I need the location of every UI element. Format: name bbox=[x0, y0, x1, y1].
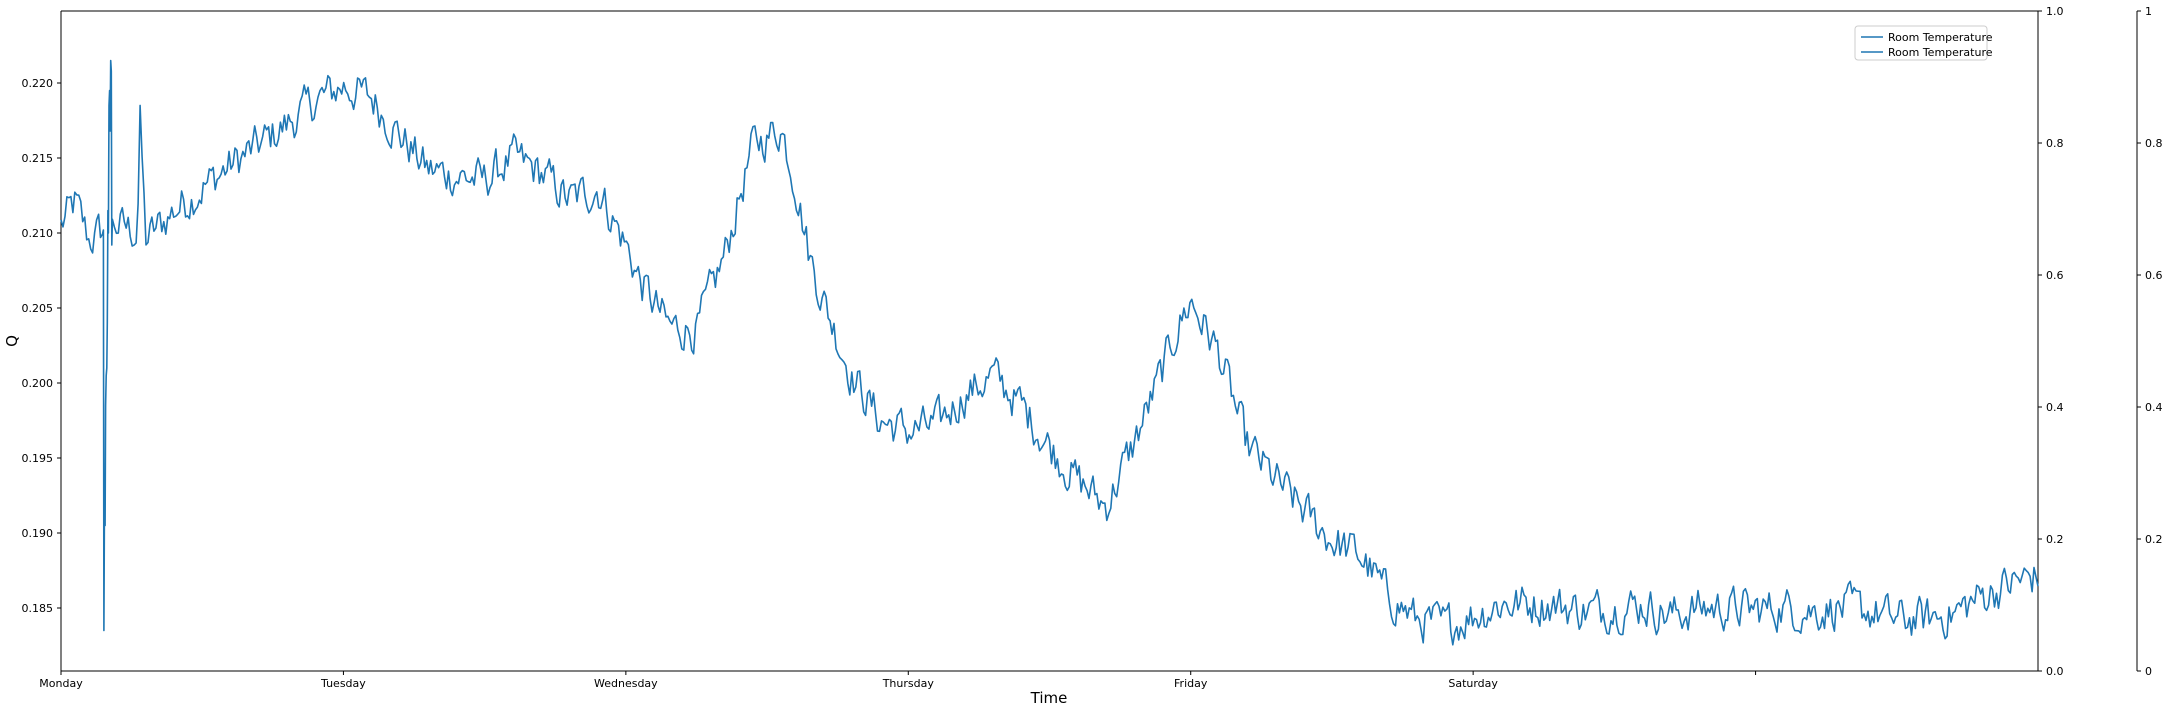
x-tick-label: Friday bbox=[1174, 677, 1208, 690]
y-tick-label: 0.210 bbox=[22, 227, 54, 240]
y-tick-label: 0.220 bbox=[22, 77, 54, 90]
right-axis-1-tick-label: 0.0 bbox=[2046, 665, 2064, 678]
right-axis-2-tick-label: 0.8 bbox=[2145, 137, 2163, 150]
x-axis-label: Time bbox=[1030, 689, 1068, 707]
legend-entry: Room Temperature bbox=[1888, 46, 1993, 59]
y-axis-ticks: 0.185 0.190 0.195 0.200 0.205 0.210 0.215 0.220 bbox=[22, 77, 61, 615]
y-tick-label: 0.195 bbox=[22, 452, 54, 465]
y-tick-label: 0.185 bbox=[22, 602, 54, 615]
legend-entry: Room Temperature bbox=[1888, 31, 1993, 44]
right-axis-2-tick-label: 0.6 bbox=[2145, 269, 2163, 282]
right-axis-1-tick-label: 0.8 bbox=[2046, 137, 2064, 150]
right-axis-2-tick-label: 0.2 bbox=[2145, 533, 2163, 546]
right-axis-1-tick-label: 0.4 bbox=[2046, 401, 2064, 414]
x-tick-label: Monday bbox=[39, 677, 83, 690]
x-tick-label: Thursday bbox=[882, 677, 935, 690]
x-tick-label: Wednesday bbox=[594, 677, 658, 690]
series-line-room-temperature bbox=[60, 59, 2039, 646]
plot-frame bbox=[60, 10, 2138, 672]
x-tick-label: Saturday bbox=[1448, 677, 1498, 690]
right-axis-2-ticks: 0 0.2 0.4 0.6 0.8 1 bbox=[2137, 5, 2163, 678]
x-tick-label: Tuesday bbox=[320, 677, 366, 690]
right-axis-1-tick-label: 0.2 bbox=[2046, 533, 2064, 546]
y-tick-label: 0.215 bbox=[22, 152, 54, 165]
legend: Room Temperature Room Temperature bbox=[1854, 25, 1993, 61]
y-axis-label: Q bbox=[3, 335, 21, 347]
right-axis-1-tick-label: 0.6 bbox=[2046, 269, 2064, 282]
x-axis-ticks: Monday Tuesday Wednesday Thursday Friday Satu… bbox=[39, 671, 1757, 690]
y-tick-label: 0.205 bbox=[22, 302, 54, 315]
right-axis-2-tick-label: 1 bbox=[2145, 5, 2152, 18]
right-axis-1-ticks: 0.0 0.2 0.4 0.6 0.8 1.0 bbox=[2038, 5, 2064, 678]
legend-box bbox=[1854, 25, 1988, 61]
series-group bbox=[60, 59, 2039, 646]
y-tick-label: 0.200 bbox=[22, 377, 54, 390]
right-axis-2-tick-label: 0.4 bbox=[2145, 401, 2163, 414]
right-axis-1-tick-label: 1.0 bbox=[2046, 5, 2064, 18]
right-axis-2-tick-label: 0 bbox=[2145, 665, 2152, 678]
y-tick-label: 0.190 bbox=[22, 527, 54, 540]
